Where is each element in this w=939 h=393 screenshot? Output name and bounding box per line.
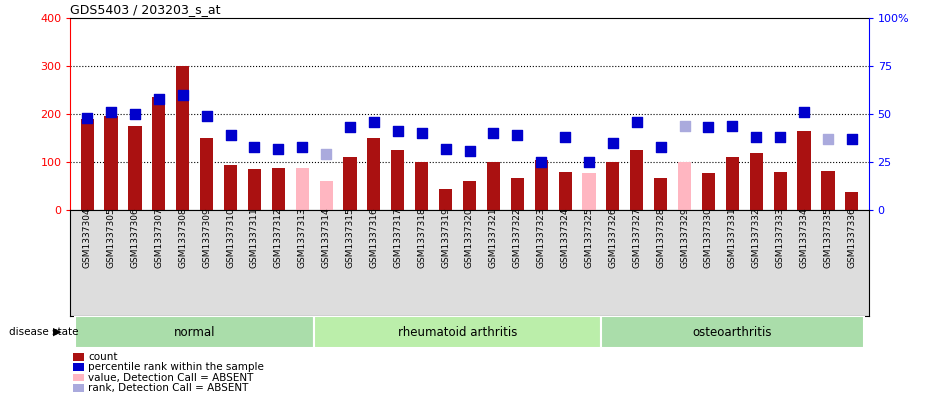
Bar — [224, 165, 238, 210]
Bar — [81, 119, 94, 210]
Point — [199, 113, 214, 119]
Point — [558, 134, 573, 140]
Point — [151, 95, 166, 102]
Point — [414, 130, 429, 136]
Bar — [271, 168, 285, 210]
Point — [796, 109, 811, 115]
Text: GDS5403 / 203203_s_at: GDS5403 / 203203_s_at — [70, 4, 221, 17]
Bar — [534, 160, 547, 210]
Bar — [463, 181, 476, 210]
Text: ▶: ▶ — [53, 327, 61, 337]
Bar — [439, 189, 453, 210]
Bar — [486, 162, 500, 210]
Bar — [774, 172, 787, 210]
Bar — [296, 168, 309, 210]
Point — [366, 119, 381, 125]
Bar — [129, 126, 142, 210]
Point — [270, 145, 285, 152]
Point — [748, 134, 763, 140]
Text: osteoarthritis: osteoarthritis — [693, 325, 772, 339]
Point — [462, 147, 477, 154]
Point — [247, 143, 262, 150]
Point — [725, 122, 740, 129]
Bar — [104, 116, 117, 210]
Bar — [559, 172, 572, 210]
Text: count: count — [88, 352, 117, 362]
Bar — [248, 169, 261, 210]
Point — [844, 136, 859, 142]
Bar — [511, 178, 524, 210]
Point — [533, 159, 548, 165]
Point — [439, 145, 454, 152]
Point — [295, 143, 310, 150]
Bar — [845, 192, 858, 210]
Bar — [315, 316, 601, 348]
Bar — [344, 157, 357, 210]
Bar — [319, 181, 332, 210]
Bar — [392, 150, 405, 210]
Bar — [749, 153, 762, 210]
Point — [821, 136, 836, 142]
Bar — [415, 162, 428, 210]
Point — [80, 115, 95, 121]
Point — [485, 130, 500, 136]
Text: disease state: disease state — [9, 327, 79, 337]
Point — [176, 92, 191, 98]
Point — [677, 122, 692, 129]
Bar — [607, 162, 620, 210]
Bar — [822, 171, 835, 210]
Point — [581, 159, 596, 165]
Bar — [200, 138, 213, 210]
Bar — [601, 316, 864, 348]
Point — [700, 124, 716, 130]
Text: percentile rank within the sample: percentile rank within the sample — [88, 362, 264, 372]
Point — [654, 143, 669, 150]
Bar — [72, 374, 84, 381]
Bar — [582, 173, 595, 210]
Point — [343, 124, 358, 130]
Point — [318, 151, 333, 158]
Bar — [72, 364, 84, 371]
Text: rheumatoid arthritis: rheumatoid arthritis — [398, 325, 517, 339]
Bar — [701, 173, 715, 210]
Bar — [678, 162, 691, 210]
Bar — [797, 131, 810, 210]
Bar — [152, 97, 165, 210]
Bar — [72, 353, 84, 361]
Bar — [654, 178, 668, 210]
Point — [223, 132, 239, 138]
Point — [103, 109, 118, 115]
Bar — [177, 66, 190, 210]
Point — [773, 134, 788, 140]
Bar — [726, 157, 739, 210]
Text: normal: normal — [174, 325, 215, 339]
Point — [128, 111, 143, 117]
Point — [391, 128, 406, 134]
Bar — [367, 138, 380, 210]
Text: value, Detection Call = ABSENT: value, Detection Call = ABSENT — [88, 373, 254, 382]
Bar — [75, 316, 315, 348]
Point — [510, 132, 525, 138]
Point — [606, 140, 621, 146]
Bar — [72, 384, 84, 391]
Point — [629, 119, 644, 125]
Bar — [630, 150, 643, 210]
Text: rank, Detection Call = ABSENT: rank, Detection Call = ABSENT — [88, 383, 248, 393]
